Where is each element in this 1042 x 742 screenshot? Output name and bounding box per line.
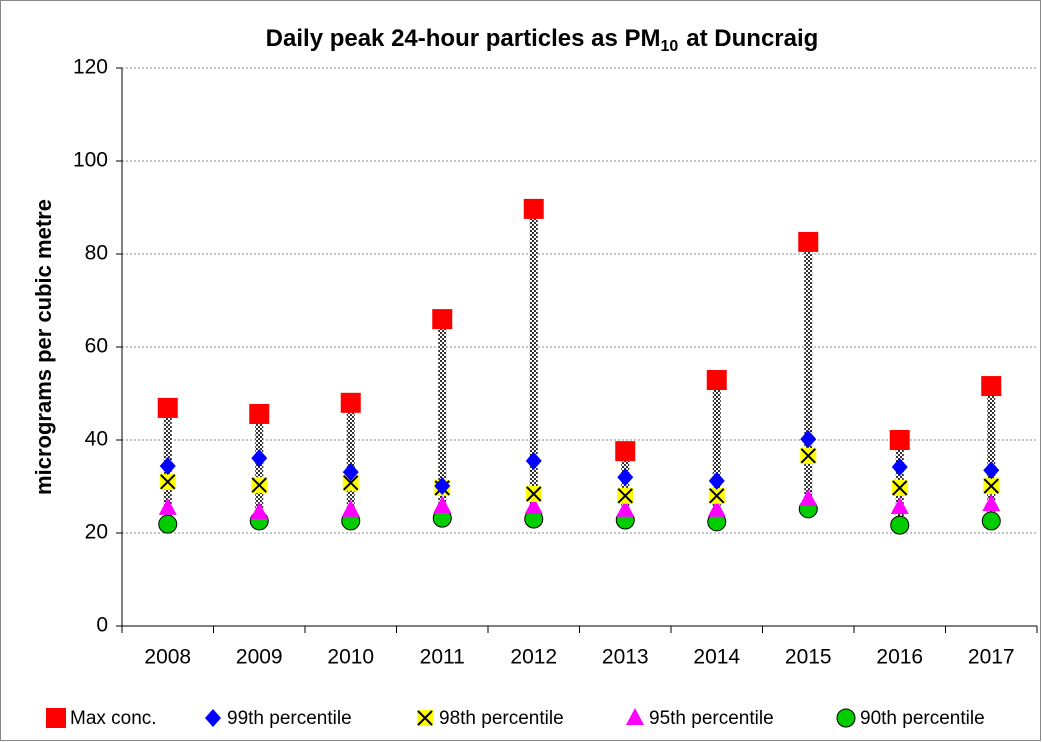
marker-diamond	[342, 463, 359, 482]
legend-label: 99th percentile	[227, 708, 352, 729]
chart-title: Daily peak 24-hour particles as PM10 at D…	[266, 25, 819, 55]
x-tick-label: 2012	[510, 646, 557, 669]
marker-circle	[890, 515, 910, 535]
y-tick-label: 40	[85, 428, 108, 451]
marker-x	[251, 477, 268, 494]
marker-square	[340, 392, 361, 413]
marker-diamond	[708, 471, 725, 490]
high-low-line	[255, 413, 264, 521]
marker-triangle	[890, 496, 909, 514]
marker-diamond	[983, 461, 1000, 480]
marker-square	[889, 430, 910, 450]
marker-x	[417, 710, 433, 726]
legend-label: Max conc.	[70, 708, 157, 729]
y-tick-label: 20	[85, 521, 108, 544]
marker-x	[983, 478, 1000, 495]
legend-item: 99th percentile	[205, 708, 352, 729]
marker-x	[800, 447, 817, 464]
x-tick-label: 2013	[602, 646, 649, 669]
marker-square	[615, 441, 636, 462]
y-tick-label: 0	[96, 614, 108, 637]
marker-diamond	[434, 477, 451, 496]
marker-triangle	[158, 497, 177, 515]
marker-square	[249, 403, 270, 424]
marker-square	[523, 198, 544, 219]
marker-x	[617, 487, 634, 504]
y-tick-label: 80	[85, 242, 108, 265]
marker-triangle	[250, 502, 269, 520]
marker-triangle	[707, 499, 726, 517]
marker-triangle	[341, 499, 360, 517]
marker-square	[706, 370, 727, 391]
x-tick-label: 2016	[876, 646, 923, 669]
marker-x-cross	[251, 477, 267, 493]
marker-triangle	[982, 494, 1001, 512]
x-tick-label: 2015	[785, 646, 832, 669]
marker-x	[891, 479, 908, 496]
marker-circle	[836, 708, 856, 728]
legend-label: 90th percentile	[860, 708, 985, 729]
marker-x	[525, 485, 542, 502]
marker-square	[432, 309, 453, 330]
marker-square	[798, 231, 819, 252]
marker-x-cross	[617, 488, 633, 504]
marker-square	[46, 708, 66, 728]
marker-triangle	[616, 499, 635, 517]
high-low-line	[438, 319, 447, 519]
high-low-line	[804, 241, 813, 509]
x-tick-label: 2017	[968, 646, 1015, 669]
x-tick-label: 2014	[693, 646, 740, 669]
x-tick-label: 2011	[420, 646, 465, 669]
marker-diamond	[159, 457, 176, 476]
marker-circle	[158, 514, 178, 534]
marker-x-cross	[709, 488, 725, 504]
high-low-line	[987, 386, 996, 521]
y-tick-label: 100	[73, 149, 108, 172]
legend-item: 95th percentile	[626, 708, 774, 729]
marker-triangle	[433, 496, 452, 514]
marker-triangle	[799, 489, 818, 507]
marker-triangle	[524, 496, 543, 514]
x-tick-label: 2009	[236, 646, 283, 669]
high-low-line	[529, 208, 538, 520]
marker-x-cross	[343, 475, 359, 491]
legend-item: 98th percentile	[417, 708, 564, 729]
y-tick-label: 120	[73, 56, 108, 79]
high-low-line	[346, 402, 355, 521]
marker-x	[342, 474, 359, 491]
marker-x-cross	[892, 480, 908, 496]
marker-x	[159, 473, 176, 490]
marker-diamond	[205, 709, 221, 727]
marker-square	[981, 376, 1002, 397]
marker-x-cross	[526, 486, 542, 502]
marker-x-cross	[160, 474, 176, 490]
marker-x	[708, 487, 725, 504]
legend-item: Max conc.	[46, 708, 157, 729]
marker-square	[157, 397, 178, 418]
legend-label: 98th percentile	[439, 708, 564, 729]
high-low-line	[712, 380, 721, 522]
marker-diamond	[800, 430, 817, 449]
x-tick-label: 2010	[327, 646, 374, 669]
marker-circle	[981, 511, 1001, 531]
marker-x-cross	[417, 710, 433, 726]
marker-x-cross	[800, 448, 816, 464]
marker-diamond	[891, 457, 908, 476]
y-axis-label: micrograms per cubic metre	[31, 199, 56, 495]
marker-triangle	[626, 708, 644, 725]
marker-x-cross	[983, 478, 999, 494]
marker-diamond	[617, 468, 634, 487]
legend-label: 95th percentile	[649, 708, 774, 729]
legend-item: 90th percentile	[836, 708, 985, 729]
x-tick-label: 2008	[144, 646, 191, 669]
marker-diamond	[251, 449, 268, 468]
y-tick-label: 60	[85, 335, 108, 358]
marker-diamond	[525, 451, 542, 470]
